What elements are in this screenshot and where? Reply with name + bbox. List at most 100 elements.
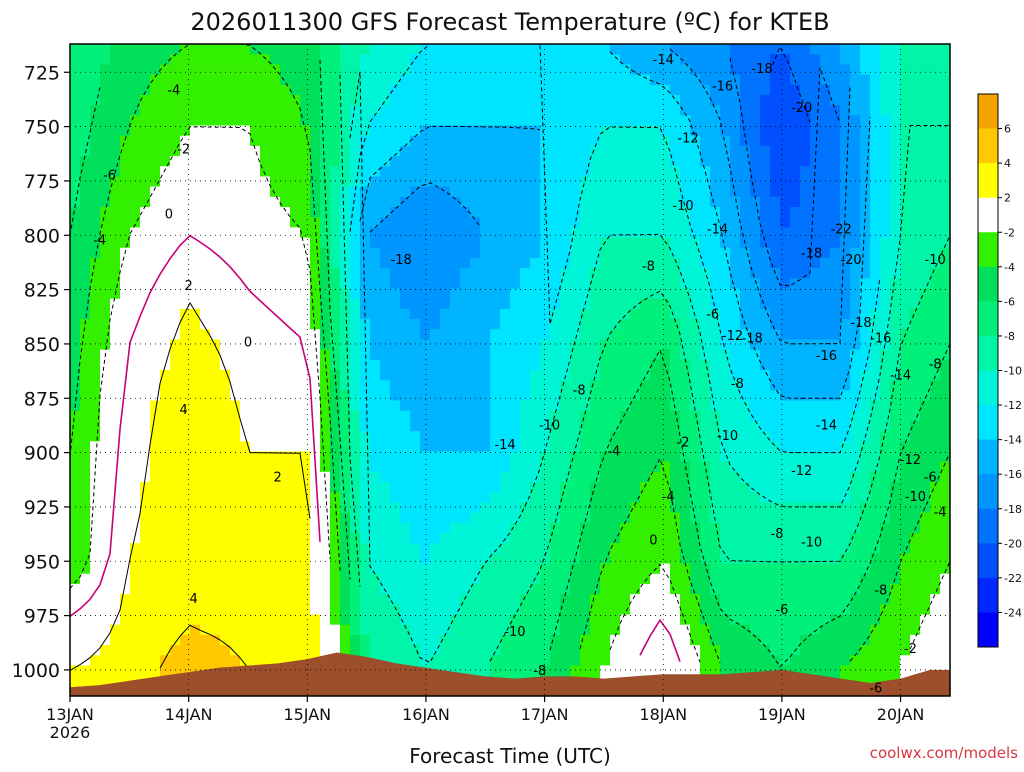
heatmap-cell bbox=[520, 370, 531, 381]
heatmap-cell bbox=[530, 237, 541, 249]
heatmap-cell bbox=[100, 288, 111, 300]
heatmap-cell bbox=[200, 227, 211, 239]
heatmap-cell bbox=[560, 227, 571, 239]
heatmap-cell bbox=[110, 634, 121, 646]
heatmap-cell bbox=[580, 339, 591, 351]
heatmap-cell bbox=[70, 522, 81, 534]
heatmap-cell bbox=[540, 634, 551, 646]
heatmap-cell bbox=[430, 482, 441, 493]
heatmap-cell bbox=[130, 482, 141, 493]
heatmap-cell bbox=[420, 563, 431, 575]
heatmap-cell bbox=[130, 522, 141, 534]
heatmap-cell bbox=[770, 237, 781, 249]
heatmap-cell bbox=[760, 665, 771, 677]
heatmap-cell bbox=[430, 339, 441, 351]
heatmap-cell bbox=[110, 135, 121, 147]
heatmap-cell bbox=[250, 553, 261, 565]
heatmap-cell bbox=[440, 298, 451, 310]
heatmap-cell bbox=[820, 329, 831, 341]
heatmap-cell bbox=[840, 227, 851, 239]
heatmap-cell bbox=[630, 186, 641, 198]
heatmap-cell bbox=[130, 115, 141, 127]
heatmap-cell bbox=[170, 431, 181, 442]
heatmap-cell bbox=[810, 217, 821, 228]
heatmap-cell bbox=[160, 94, 171, 106]
heatmap-cell bbox=[500, 94, 511, 106]
heatmap-cell bbox=[260, 553, 271, 565]
heatmap-cell bbox=[540, 522, 551, 534]
heatmap-cell bbox=[810, 268, 821, 279]
heatmap-cell bbox=[170, 482, 181, 493]
heatmap-cell bbox=[700, 624, 711, 636]
heatmap-cell bbox=[150, 94, 161, 106]
heatmap-cell bbox=[680, 370, 691, 381]
heatmap-cell bbox=[160, 594, 171, 605]
heatmap-cell bbox=[740, 359, 751, 371]
heatmap-cell bbox=[120, 553, 131, 565]
heatmap-cell bbox=[710, 604, 721, 616]
heatmap-cell bbox=[190, 583, 201, 595]
heatmap-cell bbox=[640, 390, 651, 402]
heatmap-cell bbox=[140, 492, 151, 504]
heatmap-cell bbox=[290, 634, 301, 646]
heatmap-cell bbox=[760, 207, 771, 218]
heatmap-cell bbox=[320, 74, 331, 86]
heatmap-cell bbox=[400, 319, 411, 330]
heatmap-cell bbox=[310, 420, 321, 432]
heatmap-cell bbox=[290, 461, 301, 473]
heatmap-cell bbox=[650, 298, 661, 310]
heatmap-cell bbox=[280, 563, 291, 575]
heatmap-cell bbox=[490, 553, 501, 565]
heatmap-cell bbox=[600, 319, 611, 330]
heatmap-cell bbox=[160, 349, 171, 361]
heatmap-cell bbox=[660, 237, 671, 249]
heatmap-cell bbox=[680, 207, 691, 218]
heatmap-cell bbox=[70, 64, 81, 76]
heatmap-cell bbox=[800, 492, 811, 504]
heatmap-cell bbox=[830, 339, 841, 351]
heatmap-cell bbox=[510, 370, 521, 381]
heatmap-cell bbox=[410, 645, 421, 656]
heatmap-cell bbox=[750, 64, 761, 76]
heatmap-cell bbox=[210, 563, 221, 575]
heatmap-cell bbox=[660, 278, 671, 290]
heatmap-cell bbox=[110, 675, 121, 687]
heatmap-cell bbox=[620, 431, 631, 442]
heatmap-cell bbox=[400, 614, 411, 626]
heatmap-cell bbox=[230, 207, 241, 218]
heatmap-cell bbox=[290, 420, 301, 432]
heatmap-cell bbox=[400, 268, 411, 279]
heatmap-cell bbox=[460, 74, 471, 86]
heatmap-cell bbox=[270, 543, 281, 554]
heatmap-cell bbox=[490, 166, 501, 178]
heatmap-cell bbox=[270, 105, 281, 116]
heatmap-cell bbox=[260, 329, 271, 341]
heatmap-cell bbox=[590, 64, 601, 76]
heatmap-cell bbox=[430, 176, 441, 188]
heatmap-cell bbox=[320, 125, 331, 137]
heatmap-cell bbox=[190, 257, 201, 269]
heatmap-cell bbox=[70, 410, 81, 422]
heatmap-cell bbox=[640, 359, 651, 371]
heatmap-cell bbox=[280, 614, 291, 626]
heatmap-cell bbox=[370, 512, 381, 524]
heatmap-cell bbox=[260, 492, 271, 504]
heatmap-cell bbox=[820, 227, 831, 239]
heatmap-cell bbox=[650, 522, 661, 534]
heatmap-cell bbox=[390, 604, 401, 616]
heatmap-cell bbox=[810, 298, 821, 310]
heatmap-cell bbox=[610, 645, 621, 656]
heatmap-cell bbox=[730, 451, 741, 463]
heatmap-cell bbox=[220, 308, 231, 320]
heatmap-cell bbox=[620, 645, 631, 656]
heatmap-cell bbox=[390, 594, 401, 605]
heatmap-cell bbox=[400, 349, 411, 361]
heatmap-cell bbox=[750, 420, 761, 432]
heatmap-cell bbox=[700, 502, 711, 514]
heatmap-cell bbox=[610, 614, 621, 626]
heatmap-cell bbox=[540, 207, 551, 218]
heatmap-cell bbox=[790, 115, 801, 127]
heatmap-cell bbox=[740, 370, 751, 381]
heatmap-cell bbox=[310, 268, 321, 279]
heatmap-cell bbox=[610, 84, 621, 96]
